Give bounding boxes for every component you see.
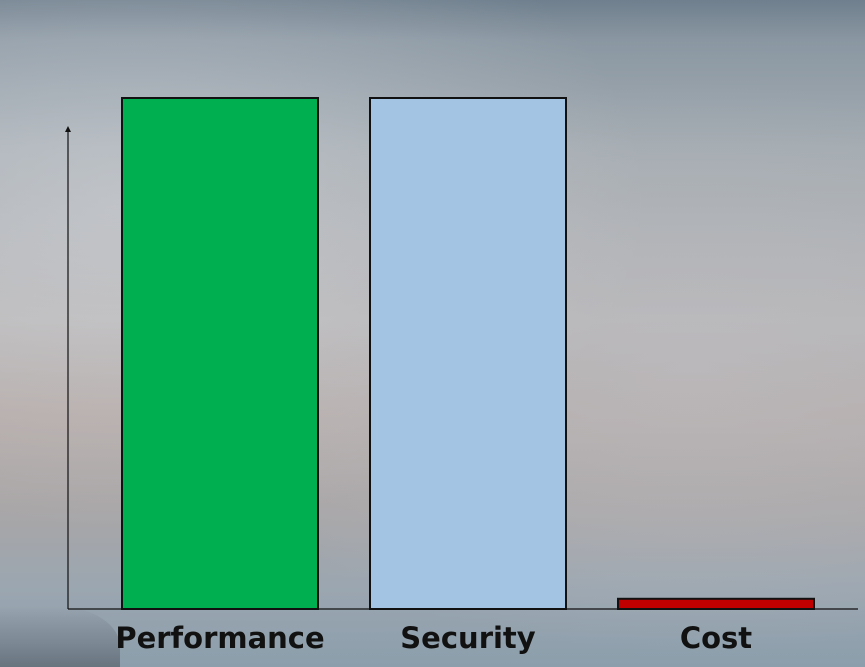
category-label-cost: Cost <box>680 621 752 655</box>
bar-security <box>370 98 566 609</box>
category-label-security: Security <box>400 621 535 655</box>
chart-bars <box>122 98 814 609</box>
chart-category-labels: Performance Security Cost <box>115 621 752 655</box>
category-label-performance: Performance <box>115 621 324 655</box>
bar-performance <box>122 98 318 609</box>
y-axis-arrowhead <box>65 126 71 132</box>
bar-cost <box>618 599 814 609</box>
